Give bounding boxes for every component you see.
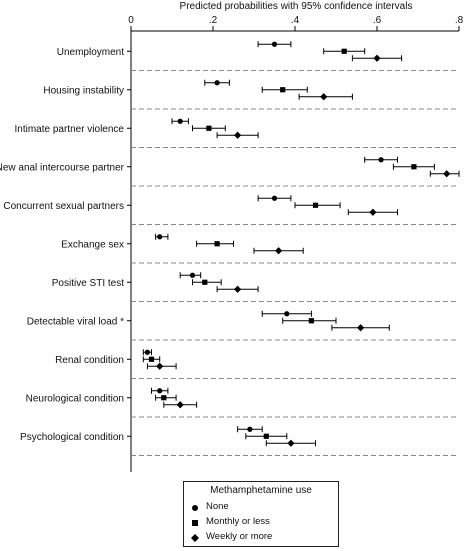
estimate-point [214, 80, 220, 86]
x-tick-label: 0 [128, 15, 134, 26]
legend-label: Monthly or less [206, 516, 270, 527]
estimate-point [280, 87, 286, 93]
legend-item-monthly: Monthly or less [184, 516, 338, 530]
chart-title: Predicted probabilities with 95% confide… [180, 1, 413, 12]
category-label: Exchange sex [61, 239, 124, 250]
estimate-point [341, 48, 347, 54]
estimate-point [161, 395, 167, 401]
circle-icon [192, 505, 198, 511]
category-rows: Unemployment Housing instability Intimate … [0, 41, 460, 456]
estimate-point [263, 433, 269, 439]
category-label: Neurological condition [26, 393, 124, 404]
diamond-icon [191, 534, 199, 542]
estimate-point [271, 195, 278, 201]
category-label: Unemployment [57, 47, 124, 58]
estimate-point [148, 356, 155, 362]
estimate-point [177, 118, 183, 124]
estimate-point [189, 272, 196, 278]
legend-label: Weekly or more [206, 531, 273, 542]
estimate-point [271, 41, 278, 47]
estimate-point [308, 318, 314, 324]
square-icon [192, 520, 198, 526]
category-label: New anal intercourse partner [0, 162, 125, 173]
estimate-point [287, 439, 295, 447]
estimate-point [214, 241, 220, 247]
estimate-point [373, 54, 381, 62]
legend-label: None [206, 501, 229, 512]
estimate-point [234, 131, 242, 139]
estimate-point [312, 202, 319, 208]
estimate-point [157, 234, 163, 240]
estimate-point [320, 93, 328, 101]
x-tick-label: .6 [373, 15, 382, 26]
estimate-point [176, 401, 184, 409]
estimate-point [156, 362, 164, 370]
x-axis: 0 .2 .4 .6 .8 [128, 15, 464, 472]
estimate-point [275, 247, 283, 255]
x-tick-label: .8 [455, 15, 464, 26]
estimate-point [284, 311, 290, 317]
estimate-point [157, 388, 163, 394]
estimate-point [357, 324, 365, 332]
estimate-point [443, 170, 451, 178]
estimate-point [234, 285, 242, 293]
category-label: Renal condition [55, 355, 124, 366]
estimate-point [247, 426, 253, 432]
estimate-point [369, 208, 377, 216]
category-label: Positive STI test [52, 278, 124, 289]
category-label: Intimate partner violence [14, 124, 124, 135]
category-label: Housing instability [43, 85, 124, 96]
estimate-point [202, 279, 208, 285]
legend-title: Methamphetamine use [210, 485, 312, 496]
category-label: Concurrent sexual partners [3, 201, 124, 212]
legend-item-weekly: Weekly or more [184, 531, 338, 545]
x-tick-label: .4 [291, 15, 300, 26]
estimate-point [411, 164, 417, 170]
category-label: Detectable viral load * [27, 316, 124, 327]
estimate-point [206, 125, 212, 131]
x-tick-label: .2 [209, 15, 218, 26]
legend-item-none: None [184, 501, 338, 515]
legend: Methamphetamine use None Monthly or less… [183, 481, 339, 547]
category-label: Psychological condition [20, 432, 124, 443]
estimate-point [378, 157, 384, 163]
estimate-point [144, 349, 150, 355]
